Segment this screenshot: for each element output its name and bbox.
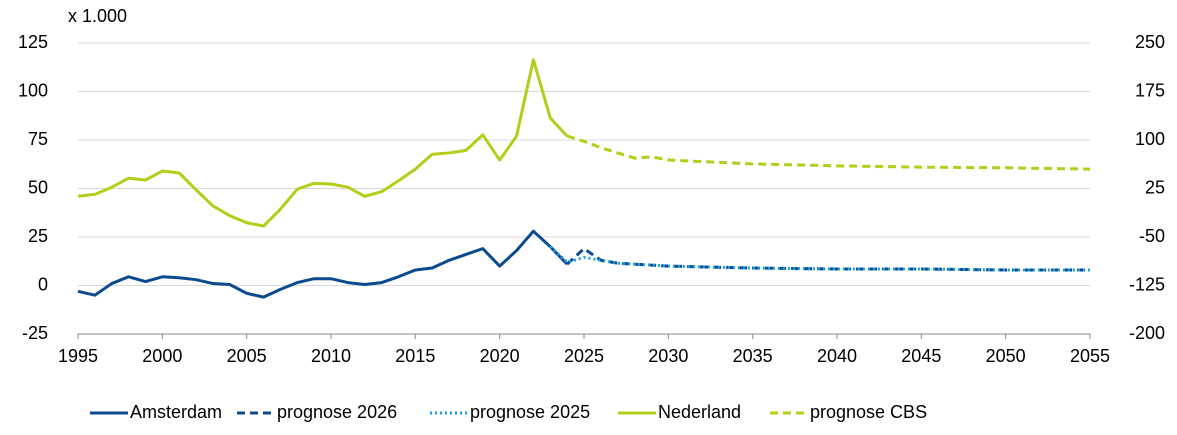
y-tick-label: -25: [22, 323, 48, 343]
y2-tick-label: 100: [1135, 129, 1165, 149]
legend-label: prognose CBS: [810, 402, 927, 422]
x-tick-label: 2035: [733, 346, 773, 366]
x-tick-label: 2055: [1070, 346, 1110, 366]
series-line: [77, 229, 569, 299]
y-tick-label: 50: [28, 177, 48, 197]
x-tick-label: 2050: [986, 346, 1026, 366]
legend-label: prognose 2025: [470, 402, 590, 422]
x-tick-label: 1995: [58, 346, 98, 366]
y2-tick-label: 25: [1145, 177, 1165, 197]
axis-unit: x 1.000: [68, 6, 127, 26]
x-tick-label: 2040: [817, 346, 857, 366]
x-tick-label: 2045: [901, 346, 941, 366]
x-tick-label: 2025: [564, 346, 604, 366]
legend-label: Nederland: [658, 402, 741, 422]
y2-tick-label: -50: [1139, 226, 1165, 246]
y-tick-label: 75: [28, 129, 48, 149]
legend-label: prognose 2026: [277, 402, 397, 422]
x-tick-label: 2020: [480, 346, 520, 366]
series-line: [566, 247, 1090, 272]
series-line: [566, 134, 1091, 171]
y2-tick-label: -125: [1129, 274, 1165, 294]
legend-label: Amsterdam: [130, 402, 222, 422]
y2-tick-label: 175: [1135, 80, 1165, 100]
x-tick-label: 2005: [227, 346, 267, 366]
y-tick-label: 0: [38, 274, 48, 294]
y-tick-label: 125: [18, 32, 48, 52]
x-tick-label: 2030: [648, 346, 688, 366]
y-tick-label: 100: [18, 80, 48, 100]
y2-tick-label: 250: [1135, 32, 1165, 52]
y2-tick-label: -200: [1129, 323, 1165, 343]
x-tick-label: 2010: [311, 346, 351, 366]
series-line: [549, 245, 1090, 272]
y-tick-label: 25: [28, 226, 48, 246]
x-tick-label: 2000: [142, 346, 182, 366]
x-tick-label: 2015: [395, 346, 435, 366]
series-line: [77, 58, 569, 228]
